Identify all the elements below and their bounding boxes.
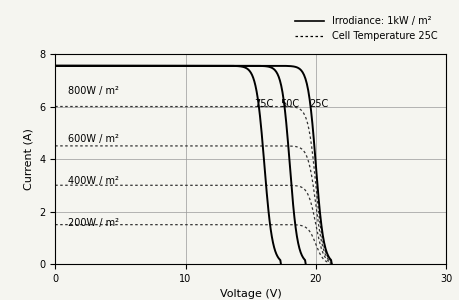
Text: 200W / m²: 200W / m² (68, 218, 119, 228)
Y-axis label: Current (A): Current (A) (23, 128, 34, 190)
Text: 600W / m²: 600W / m² (68, 134, 119, 144)
Text: 50C: 50C (280, 99, 299, 109)
Text: 800W / m²: 800W / m² (68, 86, 119, 96)
Legend: Irrodiance: 1kW / m², Cell Temperature 25C: Irrodiance: 1kW / m², Cell Temperature 2… (291, 12, 440, 45)
Text: 400W / m²: 400W / m² (68, 176, 119, 186)
X-axis label: Voltage (V): Voltage (V) (219, 289, 281, 299)
Text: 75C: 75C (253, 99, 273, 109)
Text: 25C: 25C (308, 99, 327, 109)
